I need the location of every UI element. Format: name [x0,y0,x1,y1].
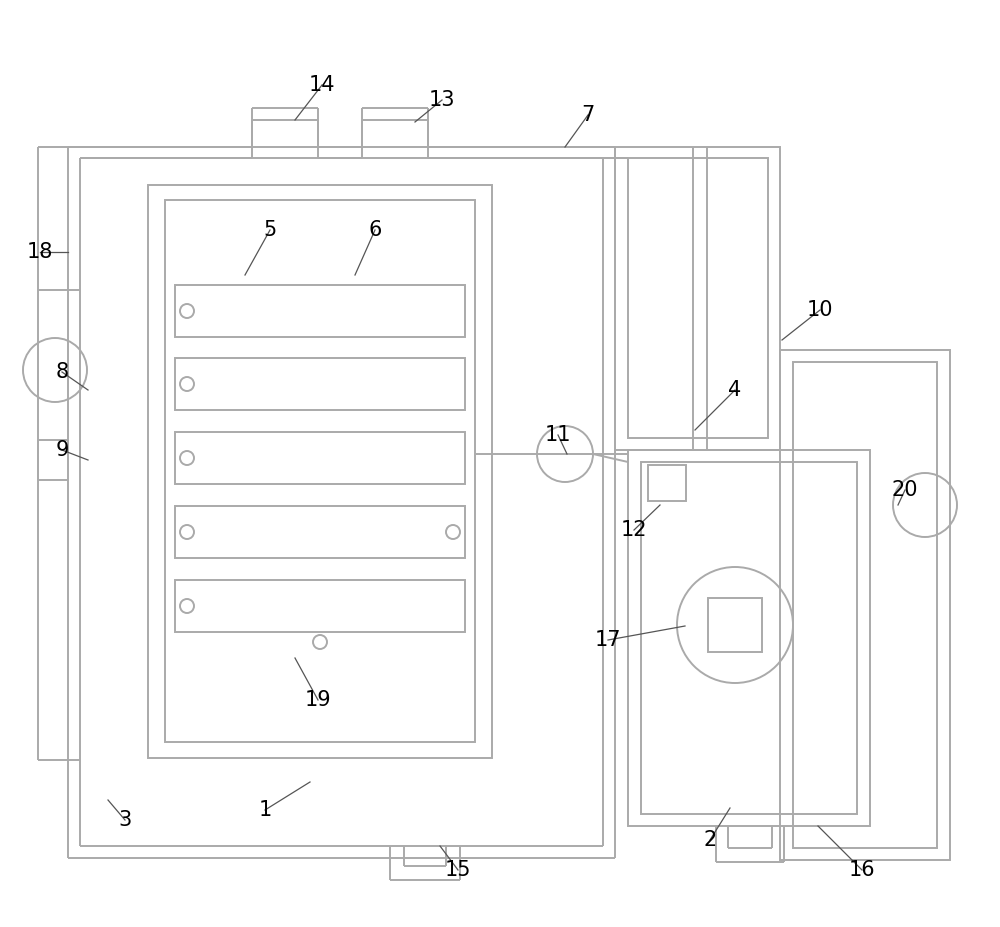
Text: 13: 13 [429,90,455,110]
Text: 8: 8 [55,362,69,382]
Text: 11: 11 [545,425,571,445]
Bar [175,285,465,337]
Bar [708,598,762,652]
Bar [175,580,465,632]
Bar [175,432,465,484]
Text: 7: 7 [581,105,595,125]
Text: 12: 12 [621,520,647,540]
Text: 6: 6 [368,220,382,240]
Bar [615,147,780,450]
Text: 1: 1 [258,800,272,820]
Bar [175,506,465,558]
Text: 9: 9 [55,440,69,460]
Text: 18: 18 [27,242,53,262]
Text: 4: 4 [728,380,742,400]
Text: 20: 20 [892,480,918,500]
Bar [148,185,492,758]
Text: 19: 19 [305,690,331,710]
Text: 5: 5 [263,220,277,240]
Text: 10: 10 [807,300,833,320]
Text: 14: 14 [309,75,335,95]
Bar [628,450,870,826]
Bar [641,462,857,814]
Bar [780,350,950,860]
Bar [793,362,937,848]
Bar [165,200,475,742]
Text: 17: 17 [595,630,621,650]
Text: 2: 2 [703,830,717,850]
Text: 16: 16 [849,860,875,880]
Text: 15: 15 [445,860,471,880]
Text: 3: 3 [118,810,132,830]
Bar [648,465,686,501]
Bar [175,358,465,410]
Bar [628,158,768,438]
